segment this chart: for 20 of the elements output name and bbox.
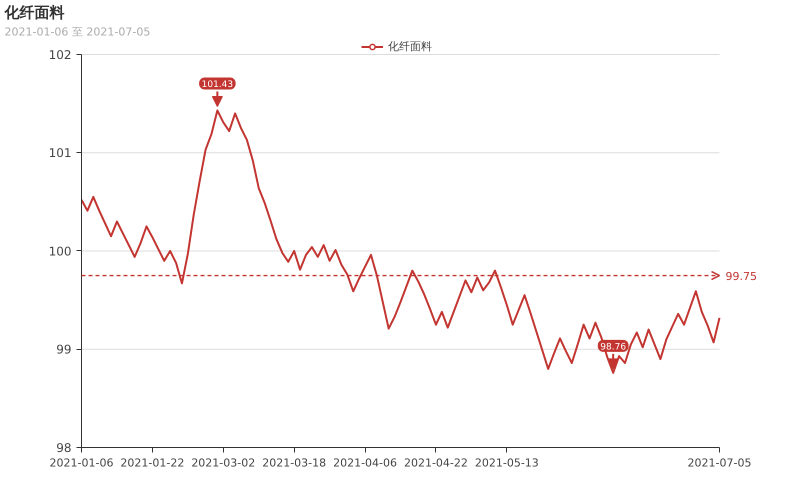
line-series (82, 109, 720, 374)
x-tick-label: 2021-01-06 (50, 456, 114, 470)
x-tick-label: 2021-05-13 (474, 456, 539, 470)
x-tick-label: 2021-04-06 (333, 456, 398, 470)
y-tick-label: 100 (48, 244, 72, 258)
annotation: 98.76 (600, 342, 626, 352)
y-tick-label: 98 (56, 441, 72, 455)
ref-line-label: 99.75 (726, 270, 757, 284)
legend-label: 化纤面料 (388, 39, 432, 54)
chart-title: 化纤面料 (4, 4, 64, 22)
x-tick-label: 2021-03-02 (191, 456, 256, 470)
annotation: 101.43 (202, 80, 234, 90)
y-tick-label: 101 (48, 146, 72, 160)
chart-subtitle: 2021-01-06 至 2021-07-05 (4, 26, 150, 38)
x-tick-label: 2021-03-18 (262, 456, 326, 470)
x-tick-label: 2021-07-05 (688, 456, 752, 470)
y-tick-label: 102 (48, 48, 72, 62)
x-tick-label: 2021-01-22 (120, 456, 184, 470)
y-tick-label: 99 (56, 342, 72, 357)
x-tick-label: 2021-04-22 (404, 456, 468, 470)
